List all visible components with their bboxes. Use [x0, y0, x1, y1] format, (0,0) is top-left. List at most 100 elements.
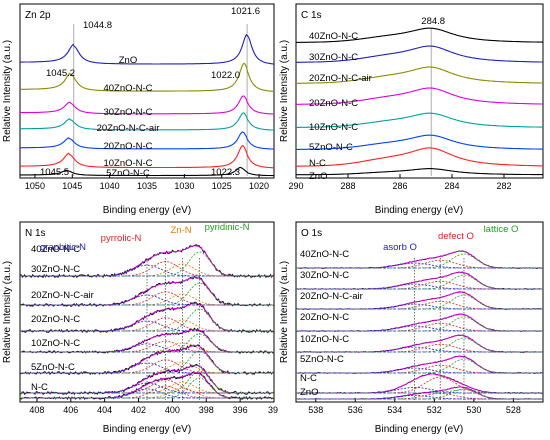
o1s-series-label: 40ZnO-N-C — [300, 249, 349, 260]
x-tick-label: 288 — [340, 181, 355, 191]
zn2p-series-line — [20, 166, 274, 177]
o1s-component-line — [296, 393, 543, 400]
x-tick-label: 1045 — [62, 181, 82, 191]
o1s-curves — [295, 250, 544, 400]
o1s-fit-line — [296, 373, 543, 394]
panel-c1s: C 1s Binding energy (eV) Relative Intens… — [279, 3, 544, 216]
x-tick-label: 536 — [348, 405, 363, 415]
panel-zn2p: Zn 2p Binding energy (eV) Relative Inten… — [2, 3, 275, 216]
n1s-series-label: 5ZnO-N-C — [31, 362, 75, 373]
o1s-ylabel: Relative Intensity (a.u.) — [279, 261, 290, 363]
x-tick-label: 286 — [392, 181, 407, 191]
c1s-series-label: 10ZnO-N-C — [309, 122, 358, 133]
x-tick-label: 39 — [268, 405, 278, 415]
c1s-series-line — [296, 147, 543, 167]
zn2p-series-line — [20, 62, 275, 92]
c1s-series-line — [296, 112, 543, 128]
c1s-frame — [295, 3, 544, 179]
o1s-component-label: defect O — [438, 231, 474, 242]
x-tick-label: 398 — [199, 405, 214, 415]
c1s-ylabel: Relative Intensity (a.u.) — [279, 40, 290, 142]
o1s-component-line — [296, 262, 543, 269]
o1s-series-label: ZnO — [300, 387, 318, 398]
c1s-series-label: 5ZnO-N-C — [309, 142, 353, 153]
x-tick-label: 396 — [233, 405, 248, 415]
x-tick-label: 402 — [131, 405, 146, 415]
zn2p-curves — [20, 24, 275, 177]
c1s-series-line — [296, 45, 543, 63]
n1s-series-label: N-C — [31, 382, 48, 393]
zn2p-peak-annotation: 1045.2 — [46, 68, 75, 79]
o1s-component-line — [296, 322, 543, 332]
zn2p-ylabel: Relative Intensity (a.u.) — [2, 40, 13, 142]
o1s-component-line — [296, 343, 543, 353]
n1s-labels: 40ZnO-N-C 30ZnO-N-C 20ZnO-N-C-air 20ZnO-N-C… — [31, 222, 250, 393]
n1s-series-label: 40ZnO-N-C — [31, 244, 80, 255]
o1s-component-line — [296, 325, 543, 332]
x-tick-label: 532 — [427, 405, 442, 415]
o1s-component-line — [296, 376, 543, 394]
o1s-component-line — [296, 300, 543, 310]
o1s-series-label: N-C — [300, 373, 317, 384]
x-tick-label: 1025 — [212, 181, 232, 191]
o1s-component-line — [296, 395, 543, 400]
x-tick-label: 284 — [444, 181, 459, 191]
o1s-component-line — [296, 387, 543, 394]
n1s-xlabel: Binding energy (eV) — [103, 424, 191, 435]
o1s-component-line — [296, 388, 543, 400]
zn2p-peak-annotation: 1022.0 — [211, 70, 240, 81]
zn2p-series-label: 10ZnO-N-C — [103, 158, 152, 169]
x-tick-label: 1040 — [100, 181, 120, 191]
c1s-series-label: N-C — [309, 158, 326, 169]
o1s-raw-line — [295, 373, 544, 394]
n1s-frame — [19, 221, 275, 403]
c1s-xlabel: Binding energy (eV) — [375, 205, 463, 216]
x-tick-label: 1035 — [137, 181, 157, 191]
zn2p-series-label: 20ZnO-N-C — [103, 141, 152, 152]
o1s-xlabel: Binding energy (eV) — [375, 424, 463, 435]
panel-n1s: N 1s Binding energy (eV) Relative Intens… — [2, 221, 278, 435]
x-tick-label: 404 — [97, 405, 112, 415]
zn2p-series-line — [20, 112, 275, 131]
n1s-component-label: pyrrolic-N — [101, 233, 142, 244]
c1s-series-label: 20ZnO-N-C — [309, 98, 358, 109]
x-tick-label: 290 — [288, 181, 303, 191]
n1s-curves — [19, 244, 275, 400]
o1s-series-label: 5ZnO-N-C — [300, 354, 344, 365]
o1s-title: O 1s — [301, 228, 322, 239]
c1s-series-label: 40ZnO-N-C — [309, 31, 358, 42]
c1s-series-line — [296, 87, 543, 105]
zn2p-series-label: 5ZnO-N-C — [106, 168, 150, 179]
n1s-series-label: 20ZnO-N-C-air — [31, 290, 94, 301]
x-tick-label: 1030 — [174, 181, 194, 191]
o1s-series-label: 20ZnO-N-C-air — [300, 291, 363, 302]
x-tick-label: 400 — [165, 405, 180, 415]
x-tick-label: 530 — [466, 405, 481, 415]
n1s-series-label: 20ZnO-N-C — [31, 314, 80, 325]
o1s-frame — [295, 221, 544, 403]
x-tick-label: 534 — [387, 405, 402, 415]
c1s-labels: 40ZnO-N-C 30ZnO-N-C 20ZnO-N-C-air 20ZnO-N-C… — [309, 16, 445, 182]
n1s-series-label: 10ZnO-N-C — [31, 338, 80, 349]
zn2p-series-line — [20, 131, 275, 150]
c1s-series-label: 30ZnO-N-C — [309, 52, 358, 63]
x-tick-label: 282 — [496, 181, 511, 191]
o1s-component-label: lattice O — [484, 224, 519, 235]
zn2p-peak-annotation: 1022.3 — [211, 167, 240, 178]
zn2p-series-label: 20ZnO-N-C-air — [97, 123, 160, 134]
c1s-peak-annotation: 284.8 — [421, 16, 445, 27]
o1s-component-line — [296, 259, 543, 269]
o1s-labels: 40ZnO-N-C 30ZnO-N-C 20ZnO-N-C-air 20ZnO-N-C… — [300, 224, 518, 398]
zn2p-peak-annotation: 1021.6 — [231, 6, 260, 17]
n1s-ticks: 408 406 404 402 400 398 396 39 — [29, 398, 278, 415]
zn2p-series-line — [20, 95, 274, 115]
zn2p-series-label: 40ZnO-N-C — [103, 83, 152, 94]
c1s-title: C 1s — [301, 10, 322, 21]
o1s-component-line — [296, 346, 543, 353]
zn2p-series-line — [20, 145, 274, 169]
zn2p-labels: ZnO 40ZnO-N-C 30ZnO-N-C 20ZnO-N-C-air 20ZnO-… — [40, 6, 260, 179]
c1s-curves — [296, 27, 543, 176]
x-tick-label: 406 — [63, 405, 78, 415]
c1s-series-line — [296, 134, 543, 150]
o1s-component-line — [296, 280, 543, 290]
